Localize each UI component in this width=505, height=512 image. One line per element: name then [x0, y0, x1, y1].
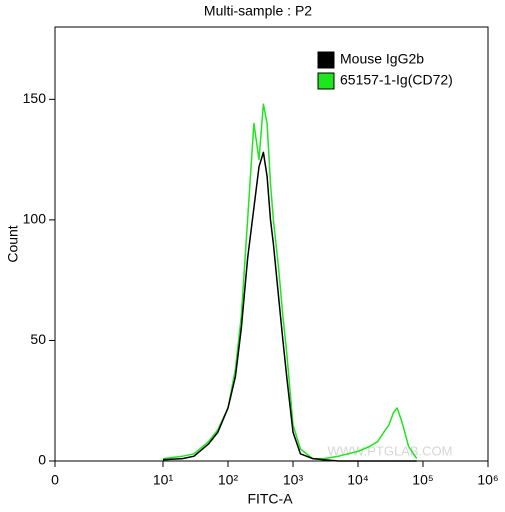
y-axis-label: Count [5, 225, 21, 262]
x-tick-label: 10⁵ [412, 472, 433, 488]
series-line [162, 103, 418, 460]
y-tick-label: 100 [23, 211, 47, 227]
chart-title: Multi-sample : P2 [204, 3, 312, 19]
x-tick-label: 0 [51, 472, 59, 488]
legend-label: Mouse IgG2b [340, 51, 424, 67]
x-tick-label: 10⁴ [347, 472, 369, 488]
legend-swatch [317, 72, 335, 90]
watermark: WWW.PTGLAB.COM [328, 443, 453, 458]
y-tick-label: 150 [23, 90, 47, 106]
x-tick-label: 10³ [283, 472, 304, 488]
legend-label: 65157-1-Ig(CD72) [340, 72, 453, 88]
x-tick-label: 10² [218, 472, 239, 488]
y-tick-label: 50 [30, 331, 46, 347]
y-tick-label: 0 [38, 452, 46, 468]
x-tick-label: 10¹ [153, 472, 174, 488]
x-tick-label: 10⁶ [477, 472, 498, 488]
x-axis-label: FITC-A [247, 491, 293, 507]
series-line [162, 151, 417, 462]
legend-swatch [317, 51, 335, 69]
plot-frame [54, 26, 489, 462]
